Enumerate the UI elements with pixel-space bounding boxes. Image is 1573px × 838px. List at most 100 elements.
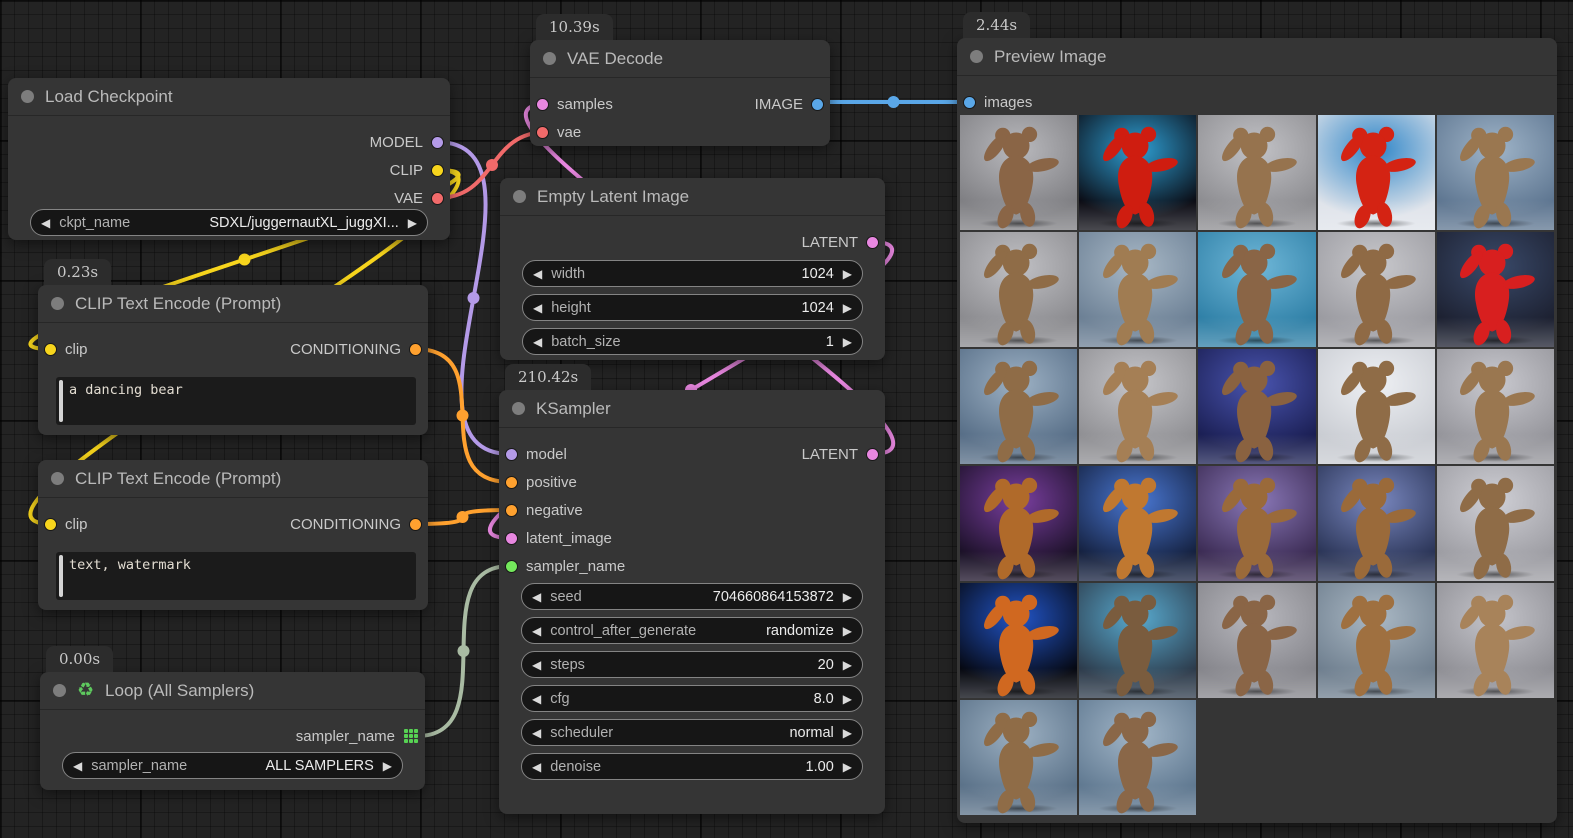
execution-time-badge: 10.39s <box>536 14 613 40</box>
node-title: VAE Decode <box>567 48 664 68</box>
collapse-dot-icon[interactable] <box>21 90 34 103</box>
socket-dot-icon[interactable] <box>410 343 421 355</box>
socket-dot-icon[interactable] <box>432 164 443 176</box>
input-socket-vae[interactable]: vae <box>530 118 830 146</box>
widget-sampler_name[interactable]: ◀ sampler_name ALL SAMPLERS ▶ <box>62 752 403 779</box>
widget-increment-icon[interactable]: ▶ <box>842 759 852 774</box>
widget-label: ckpt_name <box>59 214 131 231</box>
widget-control_after_generate[interactable]: ◀ control_after_generate randomize ▶ <box>521 617 863 644</box>
output-socket-CONDITIONING[interactable]: CONDITIONING <box>38 335 428 363</box>
collapse-dot-icon[interactable] <box>512 402 525 415</box>
node-title-bar[interactable]: KSampler <box>499 390 885 428</box>
widget-ckpt_name[interactable]: ◀ ckpt_name SDXL/juggernautXL_juggXI... ▶ <box>30 209 428 236</box>
widget-seed[interactable]: ◀ seed 704660864153872 ▶ <box>521 583 863 610</box>
widget-decrement-icon[interactable]: ◀ <box>533 300 543 315</box>
socket-dot-icon[interactable] <box>432 136 443 148</box>
node-title-bar[interactable]: ♻ Loop (All Samplers) <box>40 672 425 710</box>
widget-steps[interactable]: ◀ steps 20 ▶ <box>521 651 863 678</box>
widget-increment-icon[interactable]: ▶ <box>407 215 417 230</box>
widget-increment-icon[interactable]: ▶ <box>842 266 852 281</box>
node-title: Loop (All Samplers) <box>105 680 255 700</box>
output-socket-CONDITIONING[interactable]: CONDITIONING <box>38 510 428 538</box>
output-socket-sampler_name[interactable]: sampler_name <box>40 722 425 750</box>
socket-dot-icon[interactable] <box>506 476 517 488</box>
input-socket-sampler_name[interactable]: sampler_name <box>499 552 885 580</box>
node-title-bar[interactable]: VAE Decode <box>530 40 830 78</box>
widget-decrement-icon[interactable]: ◀ <box>532 725 542 740</box>
node-empty-latent-image[interactable]: Empty Latent Image LATENT ◀ width 1024 ▶ ◀ he… <box>500 178 885 360</box>
widget-decrement-icon[interactable]: ◀ <box>533 334 543 349</box>
node-title-bar[interactable]: Load Checkpoint <box>8 78 450 116</box>
node-title-bar[interactable]: CLIP Text Encode (Prompt) <box>38 285 428 323</box>
socket-dot-icon[interactable] <box>867 448 878 460</box>
collapse-dot-icon[interactable] <box>51 297 64 310</box>
widget-increment-icon[interactable]: ▶ <box>842 300 852 315</box>
node-preview-image[interactable]: 2.44s Preview Image images <box>957 12 1557 823</box>
socket-dot-icon[interactable] <box>506 560 517 572</box>
output-socket-LATENT[interactable]: LATENT <box>499 440 885 468</box>
widget-increment-icon[interactable]: ▶ <box>842 589 852 604</box>
grid-output-icon[interactable] <box>404 729 418 743</box>
widget-increment-icon[interactable]: ▶ <box>842 691 852 706</box>
widget-batch_size[interactable]: ◀ batch_size 1 ▶ <box>522 328 863 355</box>
collapse-dot-icon[interactable] <box>970 50 983 63</box>
node-title-bar[interactable]: Preview Image <box>957 38 1557 76</box>
prompt-text-input[interactable]: text, watermark <box>56 552 416 600</box>
widget-decrement-icon[interactable]: ◀ <box>41 215 51 230</box>
widget-increment-icon[interactable]: ▶ <box>842 725 852 740</box>
node-clip-text-encode-positive[interactable]: 0.23s CLIP Text Encode (Prompt) clip CON… <box>38 259 428 435</box>
bear-silhouette-icon <box>1090 590 1185 697</box>
widget-decrement-icon[interactable]: ◀ <box>533 266 543 281</box>
widget-increment-icon[interactable]: ▶ <box>842 623 852 638</box>
preview-cell-bear-image <box>1317 583 1435 698</box>
prompt-text-input[interactable]: a dancing bear <box>56 377 416 425</box>
output-socket-CLIP[interactable]: CLIP <box>8 156 450 184</box>
collapse-dot-icon[interactable] <box>543 52 556 65</box>
socket-dot-icon[interactable] <box>867 236 878 248</box>
widget-increment-icon[interactable]: ▶ <box>842 334 852 349</box>
collapse-dot-icon[interactable] <box>51 472 64 485</box>
widget-decrement-icon[interactable]: ◀ <box>532 759 542 774</box>
widget-denoise[interactable]: ◀ denoise 1.00 ▶ <box>521 753 863 780</box>
widget-decrement-icon[interactable]: ◀ <box>532 623 542 638</box>
node-ksampler[interactable]: 210.42s KSampler model positive negative la… <box>499 364 885 814</box>
bear-silhouette-icon <box>1209 590 1304 697</box>
output-socket-MODEL[interactable]: MODEL <box>8 128 450 156</box>
input-socket-images[interactable]: images <box>957 88 1557 116</box>
widget-decrement-icon[interactable]: ◀ <box>532 691 542 706</box>
output-socket-LATENT[interactable]: LATENT <box>500 228 885 256</box>
output-socket-IMAGE[interactable]: IMAGE <box>530 90 830 118</box>
widget-width[interactable]: ◀ width 1024 ▶ <box>522 260 863 287</box>
socket-dot-icon[interactable] <box>432 192 443 204</box>
widget-decrement-icon[interactable]: ◀ <box>73 758 83 773</box>
node-vae-decode[interactable]: 10.39s VAE Decode samples vae IMAGE <box>530 14 830 146</box>
output-socket-VAE[interactable]: VAE <box>8 184 450 212</box>
socket-dot-icon[interactable] <box>410 518 421 530</box>
node-loop-all-samplers[interactable]: 0.00s ♻ Loop (All Samplers) sampler_name… <box>40 646 425 790</box>
socket-dot-icon[interactable] <box>506 532 517 544</box>
widget-cfg[interactable]: ◀ cfg 8.0 ▶ <box>521 685 863 712</box>
collapse-dot-icon[interactable] <box>53 684 66 697</box>
collapse-dot-icon[interactable] <box>513 190 526 203</box>
widget-decrement-icon[interactable]: ◀ <box>532 589 542 604</box>
input-socket-negative[interactable]: negative <box>499 496 885 524</box>
node-title-bar[interactable]: CLIP Text Encode (Prompt) <box>38 460 428 498</box>
socket-dot-icon[interactable] <box>964 96 975 108</box>
socket-dot-icon[interactable] <box>537 126 548 138</box>
node-clip-text-encode-negative[interactable]: CLIP Text Encode (Prompt) clip CONDITION… <box>38 460 428 610</box>
widget-scheduler[interactable]: ◀ scheduler normal ▶ <box>521 719 863 746</box>
preview-cell-bear-image <box>1317 349 1435 464</box>
node-title-bar[interactable]: Empty Latent Image <box>500 178 885 216</box>
input-socket-positive[interactable]: positive <box>499 468 885 496</box>
widget-increment-icon[interactable]: ▶ <box>382 758 392 773</box>
input-socket-latent_image[interactable]: latent_image <box>499 524 885 552</box>
widget-increment-icon[interactable]: ▶ <box>842 657 852 672</box>
bear-silhouette-icon <box>1090 707 1185 814</box>
socket-dot-icon[interactable] <box>812 98 823 110</box>
widget-value: 20 <box>817 656 834 673</box>
node-load-checkpoint[interactable]: Load Checkpoint MODEL CLIP VAE ◀ ckpt_name S… <box>8 78 450 240</box>
socket-dot-icon[interactable] <box>506 504 517 516</box>
widget-decrement-icon[interactable]: ◀ <box>532 657 542 672</box>
widget-height[interactable]: ◀ height 1024 ▶ <box>522 294 863 321</box>
